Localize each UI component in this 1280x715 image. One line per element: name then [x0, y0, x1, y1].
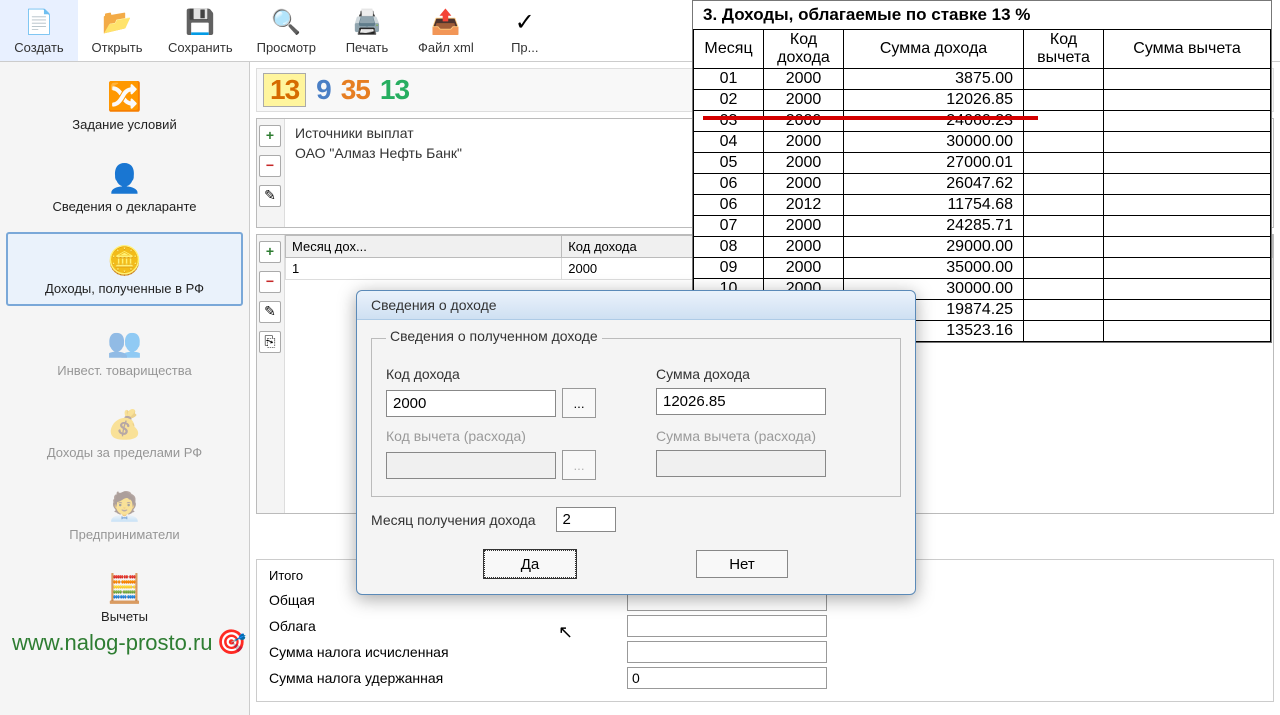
sidebar-item-deductions[interactable]: 🧮Вычеты — [6, 560, 243, 634]
refdoc-row: 07200024285.71 — [694, 216, 1271, 237]
highlight-underline — [703, 116, 1038, 120]
check-icon: ✓ — [509, 6, 541, 38]
dedsum-label: Сумма вычета (расхода) — [656, 428, 886, 444]
refdoc-row: 09200035000.00 — [694, 258, 1271, 279]
rate-tab-13b[interactable]: 13 — [380, 74, 409, 106]
ok-button[interactable]: Да — [484, 550, 576, 578]
sidebar-item-invest: 👥Инвест. товарищества — [6, 314, 243, 388]
summary-input-2[interactable] — [627, 641, 827, 663]
sidebar-item-declarant[interactable]: 👤Сведения о декларанте — [6, 150, 243, 224]
summary-label-1: Облага — [269, 618, 619, 634]
remove-source-button[interactable]: − — [259, 155, 281, 177]
summary-label-3: Сумма налога удержанная — [269, 670, 619, 686]
income-month-input[interactable] — [556, 507, 616, 532]
dialog-title: Сведения о доходе — [357, 291, 915, 320]
deduction-code-input — [386, 452, 556, 479]
toolbar-save[interactable]: 💾Сохранить — [156, 0, 245, 61]
rate-tab-9[interactable]: 9 — [316, 74, 331, 106]
sidebar-item-entrepreneurs: 🧑‍💼Предприниматели — [6, 478, 243, 552]
cancel-button[interactable]: Нет — [696, 550, 788, 578]
watermark: www.nalog-prosto.ru🎯 — [12, 628, 246, 657]
preview-icon: 🔍 — [270, 6, 302, 38]
person-icon: 👤 — [103, 160, 147, 196]
sources-tools: + − ✎ — [257, 119, 285, 227]
moneybag-icon: 💰 — [103, 406, 147, 442]
rate-tab-35[interactable]: 35 — [341, 74, 370, 106]
refdoc-title: 3. Доходы, облагаемые по ставке 13 % — [693, 1, 1271, 29]
fieldset-legend: Сведения о полученном доходе — [386, 328, 602, 344]
sidebar-item-income-rf[interactable]: 🪙Доходы, полученные в РФ — [6, 232, 243, 306]
dedcode-label: Код вычета (расхода) — [386, 428, 616, 444]
refdoc-row: 06200026047.62 — [694, 174, 1271, 195]
income-dialog: Сведения о доходе Сведения о полученном … — [356, 290, 916, 595]
toolbar-preview[interactable]: 🔍Просмотр — [245, 0, 328, 61]
edit-source-button[interactable]: ✎ — [259, 185, 281, 207]
deduction-sum-input — [656, 450, 826, 477]
sum-label: Сумма дохода — [656, 366, 886, 382]
income-code-input[interactable] — [386, 390, 556, 417]
group-icon: 👥 — [103, 324, 147, 360]
summary-input-3[interactable] — [627, 667, 827, 689]
refdoc-row: 0120003875.00 — [694, 69, 1271, 90]
folder-open-icon: 📂 — [101, 6, 133, 38]
copy-income-button[interactable]: ⎘ — [259, 331, 281, 353]
code-label: Код дохода — [386, 366, 616, 382]
pick-code-button[interactable]: ... — [562, 388, 596, 418]
income-fieldset: Сведения о полученном доходе Код дохода … — [371, 330, 901, 497]
refdoc-row: 06201211754.68 — [694, 195, 1271, 216]
incomes-tools: + − ✎ ⎘ — [257, 235, 285, 513]
remove-income-button[interactable]: − — [259, 271, 281, 293]
refdoc-row: 08200029000.00 — [694, 237, 1271, 258]
sidebar-item-income-abroad: 💰Доходы за пределами РФ — [6, 396, 243, 470]
print-icon: 🖨️ — [351, 6, 383, 38]
save-icon: 💾 — [184, 6, 216, 38]
businessman-icon: 🧑‍💼 — [103, 488, 147, 524]
add-source-button[interactable]: + — [259, 125, 281, 147]
refdoc-row: 04200030000.00 — [694, 132, 1271, 153]
file-new-icon: 📄 — [23, 6, 55, 38]
add-income-button[interactable]: + — [259, 241, 281, 263]
rate-tab-13-active[interactable]: 13 — [263, 73, 306, 107]
toolbar-check[interactable]: ✓Пр... — [486, 0, 564, 61]
month-label: Месяц получения дохода — [371, 512, 536, 528]
flowchart-icon: 🔀 — [103, 78, 147, 114]
toolbar-open[interactable]: 📂Открыть — [78, 0, 156, 61]
col-month[interactable]: Месяц дох... — [286, 236, 562, 258]
abacus-icon: 🧮 — [103, 570, 147, 606]
target-icon: 🎯 — [217, 628, 247, 657]
sidebar: 🔀Задание условий 👤Сведения о декларанте … — [0, 62, 250, 715]
refdoc-row: 05200027000.01 — [694, 153, 1271, 174]
toolbar-filexml[interactable]: 📤Файл xml — [406, 0, 486, 61]
sidebar-item-conditions[interactable]: 🔀Задание условий — [6, 68, 243, 142]
income-sum-input[interactable] — [656, 388, 826, 415]
refdoc-row: 03200024060.23 — [694, 111, 1271, 132]
refdoc-row: 02200012026.85 — [694, 90, 1271, 111]
export-xml-icon: 📤 — [430, 6, 462, 38]
summary-label-2: Сумма налога исчисленная — [269, 644, 619, 660]
edit-income-button[interactable]: ✎ — [259, 301, 281, 323]
toolbar-create[interactable]: 📄Создать — [0, 0, 78, 61]
toolbar-print[interactable]: 🖨️Печать — [328, 0, 406, 61]
pick-dedcode-button: ... — [562, 450, 596, 480]
coins-icon: 🪙 — [103, 242, 147, 278]
summary-input-1[interactable] — [627, 615, 827, 637]
